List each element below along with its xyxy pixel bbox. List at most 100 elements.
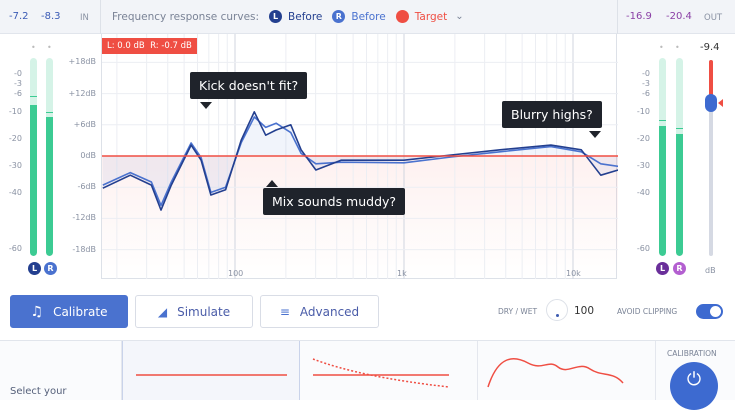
meter-scale-label: -3 xyxy=(642,79,650,88)
output-meter-right xyxy=(676,58,683,256)
l-badge-icon: L xyxy=(269,10,283,23)
advanced-label: Advanced xyxy=(299,304,360,319)
chevron-down-icon[interactable]: ⌄ xyxy=(455,11,464,22)
calibration-label: CALIBRATION xyxy=(667,349,717,358)
annotation-highs: Blurry highs? xyxy=(502,101,602,128)
avoid-clipping-toggle[interactable] xyxy=(696,304,723,319)
db-tick-label: -12dB xyxy=(72,213,96,223)
input-left-level: -7.2 xyxy=(9,11,29,22)
calibration-power-button[interactable]: ⏻ xyxy=(670,362,718,410)
level-readout: L: 0.0 dB R: -0.7 dB xyxy=(102,38,197,54)
music-note-icon: ♫ xyxy=(30,303,44,320)
legend-l-before[interactable]: Before xyxy=(288,10,323,23)
annotation-muddy: Mix sounds muddy? xyxy=(263,188,406,215)
peak-marker xyxy=(676,128,683,130)
output-l-badge: L xyxy=(656,262,669,275)
curve-r-before xyxy=(102,116,619,207)
output-label: OUT xyxy=(704,13,723,23)
sliders-icon: ≡ xyxy=(279,304,290,319)
annotation-kick-arrow xyxy=(200,102,212,109)
input-meter-right xyxy=(46,58,53,256)
peak-marker xyxy=(46,112,53,113)
dry-wet-label: DRY / WET xyxy=(498,307,538,316)
meter-scale-label: -0 xyxy=(642,69,650,78)
advanced-button[interactable]: ≡ Advanced xyxy=(260,295,379,328)
output-right-level: -20.4 xyxy=(666,11,692,22)
meter-scale-label: -6 xyxy=(14,89,22,98)
meter-scale-label: -30 xyxy=(8,161,22,170)
meter-scale-label: -60 xyxy=(636,244,650,253)
curve-l-before xyxy=(102,111,619,211)
tilt-curve xyxy=(312,358,450,388)
fader-marker-icon xyxy=(718,99,723,107)
db-tick-label: -18dB xyxy=(72,244,96,254)
legend-target[interactable]: Target xyxy=(414,10,448,23)
meter-scale-label: -20 xyxy=(636,134,650,143)
input-clip-dot-r: • xyxy=(47,43,52,52)
dry-wet-value: 100 xyxy=(574,305,595,317)
target-fill xyxy=(102,156,618,279)
output-clip-dot-r: • xyxy=(675,43,680,52)
input-label: IN xyxy=(80,13,89,23)
input-right-level: -8.3 xyxy=(41,11,61,22)
freq-tick-label: 10k xyxy=(566,269,581,278)
fader-unit: dB xyxy=(705,266,716,275)
freq-tick-label: 100 xyxy=(228,269,244,278)
dry-wet-knob[interactable] xyxy=(546,299,568,321)
meter-scale-label: -30 xyxy=(636,161,650,170)
peak-marker xyxy=(30,96,37,98)
legend-title: Frequency response curves: xyxy=(112,10,260,23)
output-gain-fader[interactable] xyxy=(709,60,713,256)
peak-marker xyxy=(659,120,666,122)
output-meter-left xyxy=(659,58,666,256)
avoid-clipping-label: AVOID CLIPPING xyxy=(617,307,678,316)
output-left-level: -16.9 xyxy=(626,11,652,22)
response-plot xyxy=(102,34,619,279)
speaker-icon: ◢ xyxy=(157,304,168,319)
calibrate-button[interactable]: ♫ Calibrate xyxy=(10,295,128,328)
meter-scale-label: -10 xyxy=(8,107,22,116)
select-label: Select your xyxy=(10,386,67,397)
fader-value: -9.4 xyxy=(700,42,720,53)
meter-scale-label: -6 xyxy=(642,89,650,98)
preset-flat[interactable] xyxy=(122,341,300,400)
meter-scale-label: -10 xyxy=(636,107,650,116)
preset-custom[interactable] xyxy=(478,341,656,400)
input-levels: -7.2 -8.3 IN xyxy=(0,0,101,34)
meter-scale-label: -40 xyxy=(8,188,22,197)
top-bar xyxy=(0,0,735,34)
annotation-muddy-arrow xyxy=(266,180,278,187)
meter-scale-label: -3 xyxy=(14,79,22,88)
freq-tick-label: 1k xyxy=(397,269,407,278)
meter-scale-label: -40 xyxy=(636,188,650,197)
db-tick-label: +18dB xyxy=(68,57,96,67)
curve-area xyxy=(102,111,619,211)
simulate-button[interactable]: ◢ Simulate xyxy=(135,295,253,328)
db-tick-label: 0dB xyxy=(80,151,96,160)
input-r-badge: R xyxy=(44,262,57,275)
input-clip-dot-l: • xyxy=(31,43,36,52)
db-tick-label: -6dB xyxy=(77,182,96,192)
input-meter-left xyxy=(30,58,37,256)
custom-curve xyxy=(487,358,624,388)
annotation-kick: Kick doesn't fit? xyxy=(190,72,308,99)
output-clip-dot-l: • xyxy=(659,43,664,52)
db-tick-label: +12dB xyxy=(68,88,96,98)
frequency-response-graph[interactable] xyxy=(101,34,619,279)
meter-scale-label: -20 xyxy=(8,134,22,143)
output-levels: -16.9 -20.4 OUT xyxy=(617,0,735,34)
input-l-badge: L xyxy=(28,262,41,275)
preset-tilt[interactable] xyxy=(300,341,478,400)
target-dot-icon xyxy=(395,10,409,23)
preset-intro: Select your xyxy=(0,341,122,400)
r-badge-icon: R xyxy=(332,10,346,23)
annotation-highs-arrow xyxy=(589,131,601,138)
simulate-label: Simulate xyxy=(177,304,231,319)
curve-legend[interactable]: Frequency response curves: L Before R Be… xyxy=(112,10,464,23)
meter-scale-label: -60 xyxy=(8,244,22,253)
legend-r-before[interactable]: Before xyxy=(351,10,386,23)
power-icon: ⏻ xyxy=(686,368,702,390)
fader-handle[interactable] xyxy=(705,94,717,112)
calibrate-label: Calibrate xyxy=(53,304,108,319)
output-r-badge: R xyxy=(673,262,686,275)
